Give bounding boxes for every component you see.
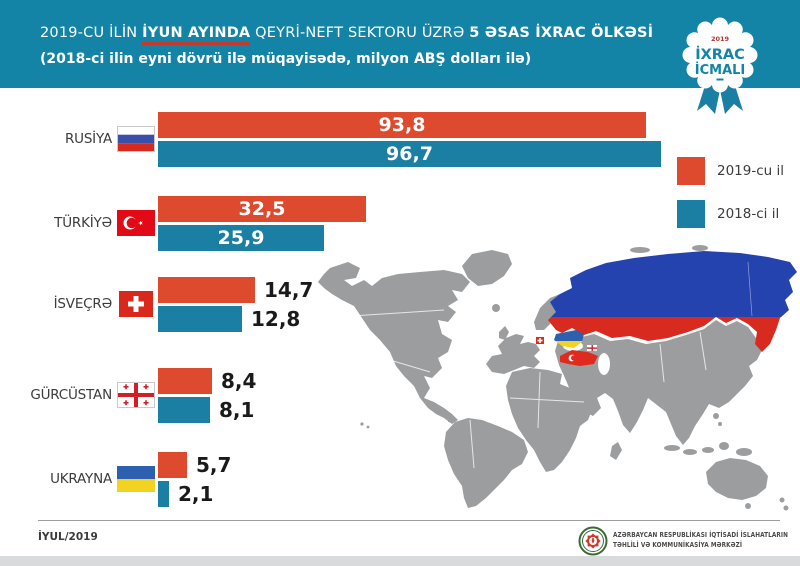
- value-label: 8,4: [221, 369, 257, 393]
- value-label: 14,7: [264, 278, 314, 302]
- map-borders: [351, 309, 707, 469]
- map-new-guinea: [736, 448, 752, 456]
- flag-georgia-icon: [117, 382, 155, 408]
- footer-divider: [38, 520, 780, 521]
- flag-turkey: [117, 210, 155, 240]
- flag-switzerland-icon: [119, 291, 153, 317]
- flag-ukraine: [117, 466, 155, 496]
- ixrac-icmali-badge-icon: 2019 İXRAC İCMALI: [682, 17, 758, 114]
- badge-line2: İCMALI: [695, 62, 746, 78]
- map-south-america: [444, 418, 528, 508]
- value-label: 5,7: [196, 453, 232, 477]
- value-label: 2,1: [178, 482, 214, 506]
- value-label: 8,1: [219, 398, 255, 422]
- map-ukraine: [554, 330, 584, 348]
- map-greenland: [462, 250, 512, 286]
- map-switzerland: [536, 337, 544, 344]
- map-iceland: [492, 304, 500, 312]
- bar-switzerland-2019: [158, 277, 255, 303]
- map-asia: [555, 320, 762, 445]
- value-label: 93,8: [378, 114, 426, 136]
- title-part3: 5 ƏSAS İXRAC ÖLKƏSİ: [469, 25, 654, 41]
- map-north-america: [318, 262, 470, 424]
- badge-rosette: [682, 17, 758, 93]
- legend-item-2018: 2018-ci il: [677, 200, 784, 228]
- flag-georgia: [117, 382, 155, 412]
- legend-swatch-2018: [677, 200, 705, 228]
- legend-item-2019: 2019-cu il: [677, 157, 784, 185]
- world-map: [318, 245, 797, 511]
- map-australia: [706, 458, 768, 500]
- title-highlight: İYUN AYINDA: [142, 25, 251, 45]
- map-philippines: [713, 413, 719, 419]
- country-label-russia: RUSİYA: [64, 131, 112, 147]
- bar-ukraine-2019: [158, 452, 187, 478]
- bar-russia-2019: 93,8: [158, 112, 646, 138]
- flag-turkey-icon: [117, 210, 155, 236]
- map-georgia: [587, 345, 597, 351]
- footer-organization: AZƏRBAYCAN RESPUBLİKASI İQTİSADİ İSLAHAT…: [613, 530, 788, 550]
- flag-switzerland: [117, 291, 155, 321]
- flag-russia: [117, 126, 155, 156]
- map-europe: [486, 334, 540, 374]
- state-emblem-icon: [578, 526, 608, 556]
- bottom-strip: [0, 556, 800, 566]
- page-title: 2019-CU İLİN İYUN AYINDA QEYRİ-NEFT SEKT…: [40, 25, 680, 45]
- page-subtitle: (2018-ci ilin eyni dövrü ilə müqayisədə,…: [40, 51, 532, 67]
- bar-turkey-2019: 32,5: [158, 196, 366, 222]
- bar-switzerland-2018: [158, 306, 242, 332]
- value-label: 12,8: [251, 307, 301, 331]
- map-indonesia: [664, 445, 680, 451]
- legend-label-2019: 2019-cu il: [717, 163, 784, 179]
- org-line1: AZƏRBAYCAN RESPUBLİKASI İQTİSADİ İSLAHAT…: [613, 531, 789, 539]
- badge-year: 2019: [711, 35, 730, 43]
- value-label: 32,5: [238, 198, 286, 220]
- bar-ukraine-2018: [158, 481, 169, 507]
- legend: 2019-cu il 2018-ci il: [677, 157, 784, 243]
- bar-georgia-2018: [158, 397, 210, 423]
- bar-georgia-2019: [158, 368, 212, 394]
- flag-russia-icon: [117, 126, 155, 152]
- footer-date: İYUL/2019: [38, 531, 98, 543]
- map-madagascar: [610, 442, 622, 460]
- flag-ukraine-icon: [117, 466, 155, 492]
- country-label-switzerland: İSVEÇRƏ: [53, 296, 113, 312]
- country-label-ukraine: UKRAYNA: [50, 471, 112, 487]
- legend-label-2018: 2018-ci il: [717, 206, 780, 222]
- map-britain: [499, 326, 509, 340]
- country-label-georgia: GÜRCÜSTAN: [30, 387, 112, 403]
- map-japan: [737, 343, 753, 371]
- badge-line1: İXRAC: [695, 46, 745, 63]
- map-africa: [506, 368, 592, 472]
- title-part1: 2019-CU İLİN: [40, 25, 138, 41]
- bar-russia-2018: 96,7: [158, 141, 661, 167]
- org-line2: TƏHLİLİ VƏ KOMMUNİKASİYA MƏRKƏZİ: [613, 541, 743, 549]
- header: 2019-CU İLİN İYUN AYINDA QEYRİ-NEFT SEKT…: [0, 0, 800, 88]
- value-label: 96,7: [386, 143, 433, 165]
- map-turkey: [560, 350, 598, 366]
- title-part2: QEYRİ-NEFT SEKTORU ÜZRƏ: [255, 25, 465, 41]
- legend-swatch-2019: [677, 157, 705, 185]
- country-label-turkey: TÜRKİYƏ: [54, 215, 112, 231]
- bar-turkey-2018: 25,9: [158, 225, 324, 251]
- value-label: 25,9: [217, 227, 265, 249]
- map-caspian-sea: [598, 353, 610, 375]
